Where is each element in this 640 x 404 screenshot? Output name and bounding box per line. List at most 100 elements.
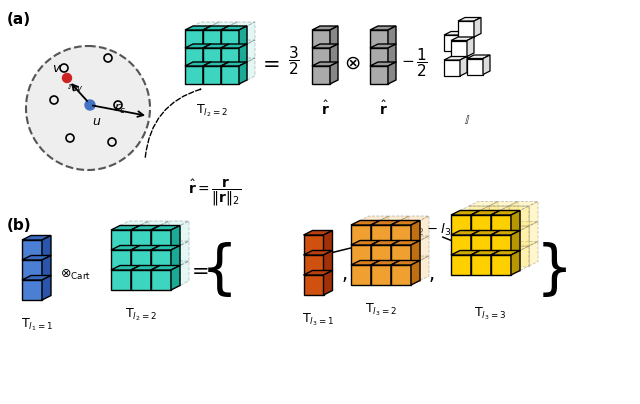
Polygon shape xyxy=(471,231,480,255)
Polygon shape xyxy=(460,246,489,250)
Polygon shape xyxy=(480,226,489,250)
Polygon shape xyxy=(203,26,229,30)
Polygon shape xyxy=(380,216,389,240)
Polygon shape xyxy=(22,276,51,280)
Polygon shape xyxy=(471,250,500,255)
Polygon shape xyxy=(120,221,149,225)
Polygon shape xyxy=(380,236,409,240)
Polygon shape xyxy=(203,30,221,48)
Polygon shape xyxy=(451,40,467,57)
Polygon shape xyxy=(460,231,480,250)
Polygon shape xyxy=(500,246,529,250)
Polygon shape xyxy=(480,246,509,250)
Polygon shape xyxy=(460,57,467,76)
Polygon shape xyxy=(229,58,237,80)
Polygon shape xyxy=(323,231,333,255)
Polygon shape xyxy=(221,26,229,48)
Text: odd: odd xyxy=(379,241,401,254)
Text: $=$: $=$ xyxy=(188,259,209,280)
Polygon shape xyxy=(180,261,189,286)
Polygon shape xyxy=(203,26,211,48)
Polygon shape xyxy=(444,35,460,51)
Polygon shape xyxy=(444,57,467,60)
Polygon shape xyxy=(151,270,171,290)
Polygon shape xyxy=(193,22,219,26)
Polygon shape xyxy=(491,215,511,235)
Text: $\mathrm{T}_{l_3=1}$: $\mathrm{T}_{l_3=1}$ xyxy=(302,311,334,328)
Polygon shape xyxy=(509,246,529,266)
Polygon shape xyxy=(420,256,429,280)
Polygon shape xyxy=(160,221,189,225)
Polygon shape xyxy=(323,250,333,275)
Polygon shape xyxy=(400,236,429,240)
Polygon shape xyxy=(221,62,229,84)
Polygon shape xyxy=(151,246,180,250)
Polygon shape xyxy=(140,221,149,246)
Polygon shape xyxy=(211,22,219,44)
Polygon shape xyxy=(303,255,323,275)
Polygon shape xyxy=(520,226,529,250)
Polygon shape xyxy=(380,261,400,280)
Polygon shape xyxy=(500,231,520,250)
Polygon shape xyxy=(171,246,180,270)
Polygon shape xyxy=(160,225,180,246)
Polygon shape xyxy=(22,255,51,260)
Polygon shape xyxy=(221,48,239,66)
Polygon shape xyxy=(529,221,538,246)
Polygon shape xyxy=(489,246,509,266)
Text: (a): (a) xyxy=(7,12,31,27)
Polygon shape xyxy=(351,221,380,225)
Polygon shape xyxy=(391,261,400,285)
Polygon shape xyxy=(371,261,380,285)
Polygon shape xyxy=(111,225,140,230)
Circle shape xyxy=(85,100,95,110)
Polygon shape xyxy=(247,58,255,80)
Polygon shape xyxy=(211,22,237,26)
Polygon shape xyxy=(131,246,160,250)
Polygon shape xyxy=(371,225,391,245)
Polygon shape xyxy=(151,225,180,230)
Polygon shape xyxy=(111,230,131,250)
Polygon shape xyxy=(370,30,388,48)
Polygon shape xyxy=(221,44,229,66)
Polygon shape xyxy=(511,210,520,235)
Polygon shape xyxy=(211,58,237,62)
Polygon shape xyxy=(489,242,498,266)
Polygon shape xyxy=(380,236,389,261)
Polygon shape xyxy=(303,271,333,275)
Polygon shape xyxy=(500,246,509,271)
Polygon shape xyxy=(151,265,180,270)
Polygon shape xyxy=(239,44,247,66)
Polygon shape xyxy=(480,206,509,210)
Text: ,: , xyxy=(429,265,435,284)
Polygon shape xyxy=(22,280,42,300)
Polygon shape xyxy=(140,241,149,265)
Polygon shape xyxy=(471,235,491,255)
Polygon shape xyxy=(360,256,389,261)
Text: $\mathbb{I}$: $\mathbb{I}$ xyxy=(464,114,470,127)
Polygon shape xyxy=(460,250,480,271)
Polygon shape xyxy=(420,216,429,240)
Polygon shape xyxy=(360,221,380,240)
Polygon shape xyxy=(380,256,409,261)
Polygon shape xyxy=(229,62,247,80)
Polygon shape xyxy=(391,221,400,245)
Polygon shape xyxy=(120,241,149,246)
Polygon shape xyxy=(312,62,338,66)
Polygon shape xyxy=(211,40,237,44)
Polygon shape xyxy=(211,40,219,62)
Polygon shape xyxy=(229,40,255,44)
Polygon shape xyxy=(469,242,498,246)
Polygon shape xyxy=(451,215,471,235)
Polygon shape xyxy=(351,225,371,245)
Text: $u$: $u$ xyxy=(92,115,101,128)
Polygon shape xyxy=(471,210,480,235)
Polygon shape xyxy=(140,246,160,265)
Polygon shape xyxy=(185,62,211,66)
Polygon shape xyxy=(229,22,237,44)
Polygon shape xyxy=(140,241,169,246)
Text: $\mathrm{T}_{l_3=3}$: $\mathrm{T}_{l_3=3}$ xyxy=(474,305,506,322)
Polygon shape xyxy=(303,235,323,255)
Text: $\mathrm{T}_{l_1=1}$: $\mathrm{T}_{l_1=1}$ xyxy=(20,316,52,333)
Polygon shape xyxy=(483,55,490,74)
